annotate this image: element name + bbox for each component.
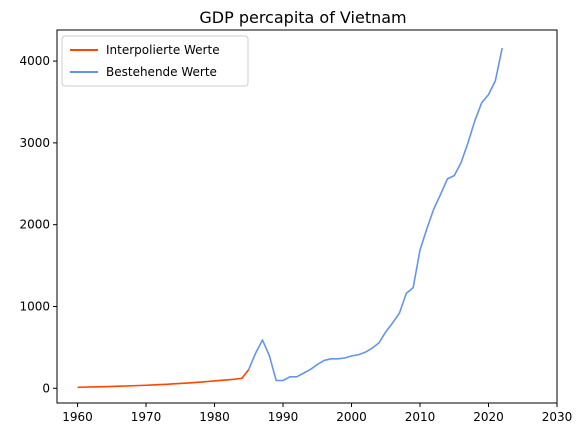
y-tick-label: 1000: [19, 299, 50, 313]
y-tick-label: 2000: [19, 218, 50, 232]
x-tick-label: 2030: [542, 410, 573, 424]
x-tick-label: 1970: [131, 410, 162, 424]
legend-label-existing: Bestehende Werte: [106, 65, 217, 79]
plot-frame: [56, 29, 558, 404]
legend: Interpolierte Werte Bestehende Werte: [61, 35, 249, 87]
y-tick-label: 0: [42, 381, 50, 395]
y-tick-label: 4000: [19, 54, 50, 68]
chart-title: GDP percapita of Vietnam: [199, 8, 406, 27]
y-tick-label: 3000: [19, 136, 50, 150]
axes-layer: 1960 1970 1980 1990 2000 2010 2020 2030 0 1000 200…: [19, 29, 573, 424]
legend-frame: [61, 35, 249, 87]
series-layer: [77, 47, 503, 389]
x-tick-label: 2020: [473, 410, 504, 424]
series-line-0: [77, 368, 250, 389]
x-tick-label: 2000: [336, 410, 367, 424]
x-tick-label: 1990: [268, 410, 299, 424]
series-line-1: [248, 47, 503, 382]
x-tick-label: 1960: [62, 410, 93, 424]
legend-label-interpolated: Interpolierte Werte: [106, 43, 220, 57]
x-tick-label: 1980: [199, 410, 230, 424]
x-tick-label: 2010: [405, 410, 436, 424]
